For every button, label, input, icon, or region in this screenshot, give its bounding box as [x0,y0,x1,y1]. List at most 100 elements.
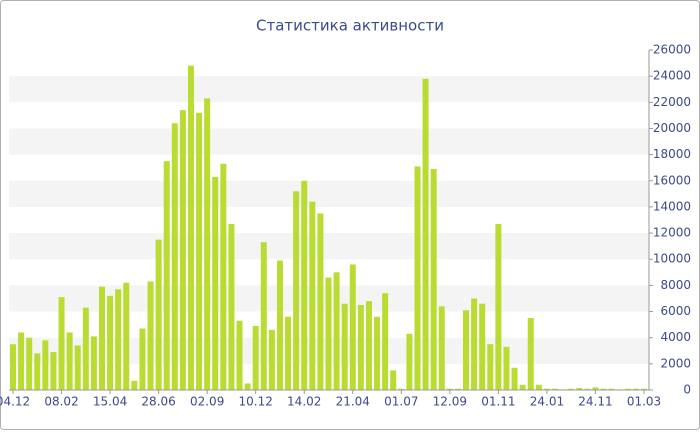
bar [641,388,647,390]
bar [26,337,33,390]
bar [244,383,251,390]
bar [58,297,65,390]
bar [503,346,510,390]
bar [624,388,631,390]
y-tick-label: 16000 [653,173,691,187]
bar [479,303,486,390]
y-tick-label: 20000 [653,121,691,135]
bar [463,310,470,390]
y-tick-label: 26000 [653,43,691,57]
bar [414,166,421,390]
bar [74,345,81,390]
x-tick-label: 15.04 [93,395,127,409]
x-tick-label: 01.11 [481,395,515,409]
grid-band [9,128,649,155]
bar [10,344,16,390]
bar [252,325,259,390]
bar [139,328,146,390]
chart-title: Статистика активности [256,17,444,35]
x-tick-label: 02.09 [190,395,224,409]
bar [398,388,405,390]
x-tick-label: 21.04 [336,395,370,409]
y-tick-label: 18000 [653,147,691,161]
bar [196,112,203,391]
bar [325,277,332,390]
x-tick-label: 01.07 [384,395,418,409]
bar [147,281,154,390]
bar [406,333,413,390]
x-tick-label: 28.06 [141,395,175,409]
x-tick-label: 12.09 [433,395,467,409]
bar [576,388,583,390]
bar [163,161,170,390]
bar [357,305,364,390]
bar [341,303,348,390]
bar [301,180,308,390]
bar [50,352,57,390]
x-tick-label: 08.02 [44,395,78,409]
bar [82,307,89,390]
bar [552,388,559,390]
bar [519,384,526,390]
y-tick-label: 0 [683,383,691,397]
bar [487,344,494,390]
bar [543,388,550,390]
y-tick-label: 12000 [653,226,691,240]
bar [293,191,300,390]
bar [495,223,502,390]
x-tick-label: 04.12 [0,395,30,409]
bar [115,289,122,390]
y-tick-label: 2000 [660,356,691,370]
bar [131,380,138,390]
bar [260,242,267,390]
bar [382,293,389,390]
bar [374,316,381,390]
bar [236,320,243,390]
y-tick-label: 22000 [653,95,691,109]
bar [365,301,372,390]
x-tick-label: 01.03 [627,395,661,409]
bar [309,201,316,390]
bar [454,388,461,390]
grid-band [9,180,649,207]
x-tick-label: 14.02 [287,395,321,409]
bar [349,264,356,390]
bar [171,123,178,390]
bar [632,388,639,390]
bar [592,387,599,390]
bar [123,282,130,390]
bar [276,260,283,390]
bar [535,384,542,390]
bar [608,388,615,390]
bar [66,332,73,390]
bar [212,176,219,390]
bar [527,318,534,390]
bar [285,316,292,390]
grid-band [9,233,649,260]
bar [18,332,25,390]
bar [568,388,575,390]
bar [446,388,453,390]
bar [187,65,194,390]
bar [179,110,186,391]
y-tick-label: 4000 [660,330,691,344]
y-tick-label: 6000 [660,304,691,318]
bar [98,286,105,390]
bar [333,272,340,390]
bar [438,306,445,390]
bar [204,98,211,390]
y-tick-label: 10000 [653,252,691,266]
bar [390,370,397,390]
bar [511,367,518,390]
bar [107,295,114,390]
y-tick-label: 8000 [660,278,691,292]
bar [422,78,429,391]
bar [600,388,607,390]
bar [220,163,227,390]
bar [42,340,49,390]
bar [471,298,478,390]
bar [430,169,437,390]
x-tick-label: 24.11 [578,395,612,409]
bar [317,213,324,390]
